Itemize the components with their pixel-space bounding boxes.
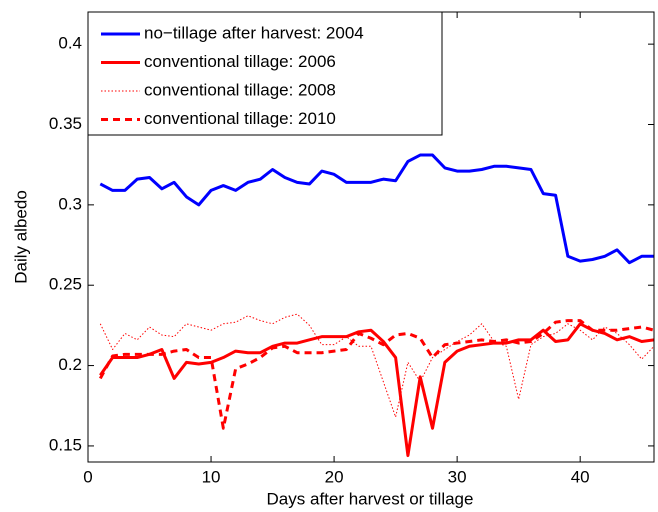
- x-tick-label: 10: [202, 467, 221, 486]
- y-tick-label: 0.35: [49, 114, 82, 133]
- legend-label: conventional tillage: 2010: [144, 109, 336, 128]
- legend-box: [87, 11, 443, 136]
- x-axis-label: Days after harvest or tillage: [267, 489, 474, 508]
- y-tick-label: 0.4: [58, 34, 82, 53]
- y-tick-label: 0.25: [49, 275, 82, 294]
- legend-label: conventional tillage: 2008: [144, 80, 336, 99]
- y-tick-label: 0.2: [58, 355, 82, 374]
- x-tick-label: 0: [83, 467, 92, 486]
- legend-label: conventional tillage: 2006: [144, 52, 336, 71]
- x-tick-label: 40: [571, 467, 590, 486]
- y-tick-label: 0.15: [49, 435, 82, 454]
- legend-label: no−tillage after harvest: 2004: [144, 23, 364, 42]
- y-tick-label: 0.3: [58, 194, 82, 213]
- y-axis-label: Daily albedo: [11, 190, 30, 284]
- data-line: [99, 153, 654, 265]
- x-tick-label: 20: [325, 467, 344, 486]
- x-tick-label: 30: [448, 467, 467, 486]
- data-line: [99, 322, 654, 458]
- legend: no−tillage after harvest: 2004 convention…: [87, 11, 443, 136]
